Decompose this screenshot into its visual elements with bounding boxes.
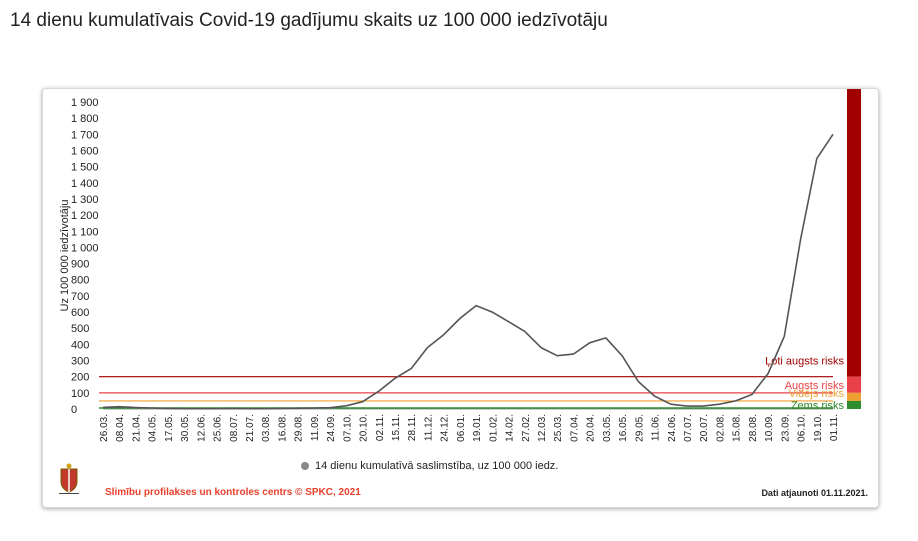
y-tick-label: 1 700 bbox=[71, 129, 99, 141]
chart-card: Uz 100 000 iedzīvotāju 0 100 200 300 400 500 60… bbox=[42, 88, 879, 508]
risk-color-band bbox=[847, 89, 861, 377]
legend-label: 14 dienu kumulatīvā saslimstība, uz 100 … bbox=[315, 460, 559, 472]
x-tick-label: 27.02. bbox=[521, 414, 532, 442]
x-tick-label: 24.06. bbox=[667, 414, 678, 442]
risk-level-label: Augsts risks bbox=[785, 380, 845, 392]
legend-marker-icon bbox=[301, 462, 309, 471]
x-tick-label: 16.08. bbox=[277, 414, 288, 442]
x-tick-label: 14.02. bbox=[505, 414, 516, 442]
x-tick-label: 25.03. bbox=[553, 414, 564, 442]
x-tick-label: 11.12. bbox=[423, 414, 434, 441]
page-title: 14 dienu kumulatīvais Covid-19 gadījumu … bbox=[10, 10, 608, 31]
x-tick-label: 25.06. bbox=[213, 414, 224, 442]
x-tick-label: 08.07. bbox=[229, 414, 240, 442]
x-tick-label: 30.05. bbox=[180, 414, 191, 442]
y-tick-label: 1 200 bbox=[71, 210, 99, 222]
y-tick-label: 500 bbox=[71, 323, 89, 335]
x-tick-label: 28.11. bbox=[407, 414, 418, 441]
x-tick-label: 06.10. bbox=[797, 414, 808, 442]
x-tick-label: 07.04. bbox=[569, 414, 580, 442]
series-line bbox=[102, 133, 834, 410]
y-tick-label: 1 600 bbox=[71, 145, 99, 157]
x-tick-label: 11.09. bbox=[310, 414, 321, 441]
x-tick-label: 01.11. bbox=[829, 414, 840, 441]
x-tick-label: 15.08. bbox=[732, 414, 743, 442]
x-tick-label: 03.08. bbox=[261, 414, 272, 442]
x-tick-label: 17.05. bbox=[164, 414, 175, 442]
y-tick-label: 1 100 bbox=[71, 226, 99, 238]
x-tick-label: 10.09. bbox=[764, 414, 775, 442]
x-tick-label: 02.08. bbox=[715, 414, 726, 442]
x-tick-label: 06.01. bbox=[456, 414, 467, 442]
x-tick-label: 19.01. bbox=[472, 414, 483, 442]
x-tick-label: 20.10. bbox=[359, 414, 370, 442]
y-tick-label: 1 400 bbox=[71, 178, 99, 190]
x-tick-label: 20.04. bbox=[586, 414, 597, 442]
chart-svg: Uz 100 000 iedzīvotāju 0 100 200 300 400 500 60… bbox=[59, 89, 861, 442]
y-tick-label: 900 bbox=[71, 259, 89, 271]
x-tick-label: 26.03. bbox=[99, 414, 110, 442]
update-date: Dati atjaunoti 01.11.2021. bbox=[761, 488, 868, 498]
x-tick-label: 24.09. bbox=[326, 414, 337, 442]
y-tick-label: 1 300 bbox=[71, 194, 99, 206]
y-tick-label: 400 bbox=[71, 339, 89, 351]
risk-level-label: Vidējs risks bbox=[789, 388, 845, 400]
y-axis-title: Uz 100 000 iedzīvotāju bbox=[59, 200, 71, 312]
y-tick-label: 1 800 bbox=[71, 113, 99, 125]
y-tick-label: 1 500 bbox=[71, 162, 99, 174]
x-tick-label: 29.05. bbox=[634, 414, 645, 442]
risk-color-band bbox=[847, 400, 861, 409]
x-tick-label: 02.11. bbox=[375, 414, 386, 441]
y-tick-label: 100 bbox=[71, 388, 89, 400]
x-tick-label: 21.04. bbox=[131, 414, 142, 442]
x-tick-label: 20.07. bbox=[699, 414, 710, 442]
y-tick-label: 600 bbox=[71, 307, 89, 319]
x-tick-label: 07.10. bbox=[342, 414, 353, 442]
y-tick-label: 1 900 bbox=[71, 97, 99, 109]
x-tick-label: 03.05. bbox=[602, 414, 613, 442]
risk-color-band bbox=[847, 392, 861, 401]
x-tick-label: 16.05. bbox=[618, 414, 629, 442]
x-tick-label: 29.08. bbox=[294, 414, 305, 442]
x-tick-label: 12.03. bbox=[537, 414, 548, 442]
x-tick-label: 08.04. bbox=[115, 414, 126, 442]
x-tick-label: 19.10. bbox=[813, 414, 824, 442]
risk-color-band bbox=[847, 376, 861, 393]
y-tick-label: 300 bbox=[71, 356, 89, 368]
y-tick-label: 800 bbox=[71, 275, 89, 287]
x-tick-label: 04.05. bbox=[148, 414, 159, 442]
x-tick-label: 24.12. bbox=[440, 414, 451, 442]
x-tick-label: 01.02. bbox=[488, 414, 499, 442]
source-credit: Slimību profilakses un kontroles centrs … bbox=[105, 487, 361, 498]
x-tick-label: 11.06. bbox=[651, 414, 662, 441]
x-tick-label: 07.07. bbox=[683, 414, 694, 442]
risk-level-label: Ļoti augsts risks bbox=[765, 356, 844, 368]
x-tick-label: 28.08. bbox=[748, 414, 759, 442]
chart-legend: 14 dienu kumulatīvā saslimstība, uz 100 … bbox=[301, 460, 558, 472]
y-tick-label: 200 bbox=[71, 372, 89, 384]
x-tick-label: 15.11. bbox=[391, 414, 402, 441]
y-tick-label: 700 bbox=[71, 291, 89, 303]
risk-level-label: Zems risks bbox=[791, 400, 845, 412]
x-tick-label: 23.09. bbox=[780, 414, 791, 442]
x-tick-label: 12.06. bbox=[196, 414, 207, 442]
x-tick-label: 21.07. bbox=[245, 414, 256, 442]
y-tick-label: 0 bbox=[71, 404, 77, 416]
y-tick-label: 1 000 bbox=[71, 242, 99, 254]
